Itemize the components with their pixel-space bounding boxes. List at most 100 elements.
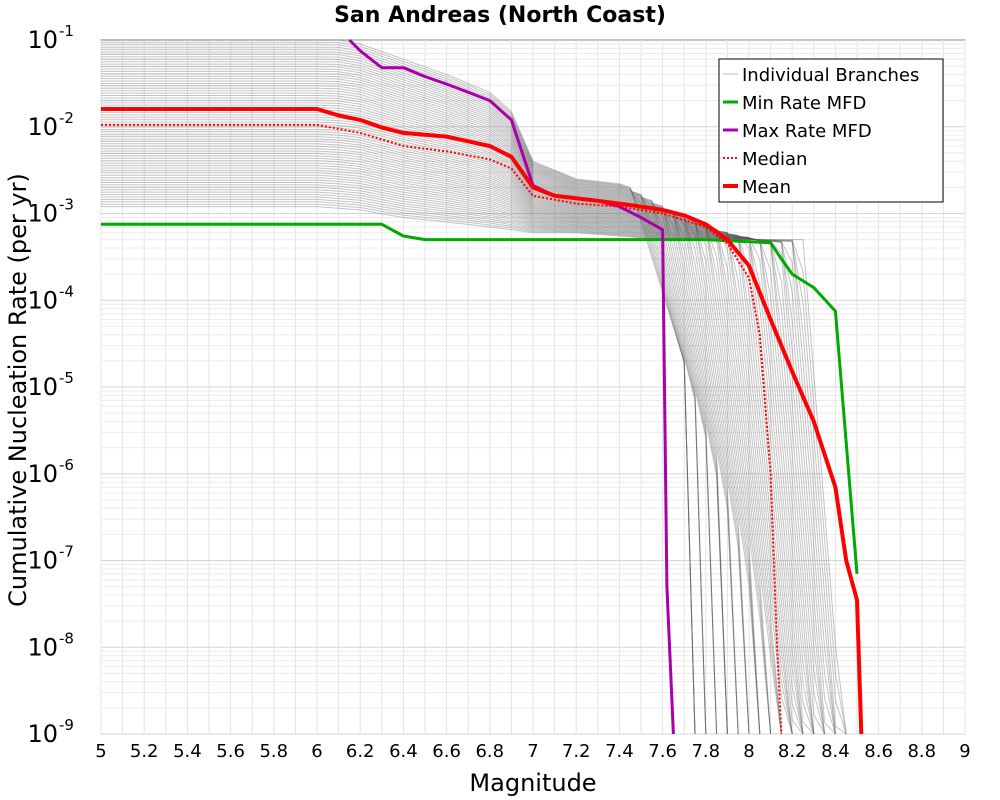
y-tick-exponent: -2 bbox=[59, 109, 74, 127]
branch-curve bbox=[101, 90, 739, 735]
branch-curve bbox=[101, 167, 815, 735]
branch-curve bbox=[101, 189, 836, 735]
branch-curve bbox=[101, 194, 836, 735]
branch-curve bbox=[101, 184, 826, 735]
branch-curve bbox=[101, 196, 836, 735]
x-tick-label: 7.8 bbox=[691, 741, 720, 762]
x-tick-label: 9 bbox=[959, 741, 970, 762]
x-tick-label: 7.4 bbox=[605, 741, 634, 762]
branch-curve bbox=[101, 39, 696, 735]
x-tick-label: 7.6 bbox=[648, 741, 677, 762]
series-mean bbox=[101, 107, 864, 735]
y-tick-base: 10 bbox=[27, 547, 58, 575]
branch-curve bbox=[101, 145, 804, 735]
branch-curve bbox=[101, 87, 739, 735]
x-tick-label: 7 bbox=[527, 741, 538, 762]
branch-curve bbox=[101, 143, 793, 735]
branch-curve bbox=[101, 66, 718, 735]
grid bbox=[100, 40, 966, 735]
branch-curve bbox=[101, 136, 793, 735]
x-tick-label: 5 bbox=[95, 741, 106, 762]
branch-curve bbox=[101, 116, 772, 735]
branch-curve bbox=[101, 83, 739, 735]
legend: Individual Branches Min Rate MFD Max Rate … bbox=[718, 58, 944, 203]
branch-curve bbox=[101, 68, 718, 735]
x-tick-label: 6.2 bbox=[346, 741, 375, 762]
series-min-rate-mfd bbox=[101, 222, 859, 575]
branch-curve bbox=[101, 179, 826, 735]
y-tick-label: 10 -8 bbox=[27, 629, 74, 661]
y-tick-label: 10 -4 bbox=[27, 282, 74, 314]
y-tick-base: 10 bbox=[27, 286, 58, 314]
branch-curve bbox=[101, 162, 815, 735]
y-tick-label: 10 -3 bbox=[27, 196, 74, 228]
branch-curve bbox=[101, 157, 804, 735]
series-max-rate-mfd bbox=[348, 38, 675, 735]
x-tick-label: 6 bbox=[311, 741, 322, 762]
branch-curve bbox=[101, 165, 815, 735]
legend-label: Median bbox=[742, 149, 807, 170]
branch-curve bbox=[101, 186, 836, 735]
branch-curve bbox=[101, 126, 782, 735]
branch-curve bbox=[101, 131, 782, 735]
branch-curve bbox=[101, 51, 707, 735]
x-tick-label: 8.2 bbox=[778, 741, 807, 762]
y-tick-exponent: -1 bbox=[59, 22, 74, 40]
branch-curve bbox=[101, 119, 772, 735]
branch-curve bbox=[101, 177, 826, 735]
legend-label: Max Rate MFD bbox=[742, 121, 872, 142]
y-tick-exponent: -9 bbox=[59, 716, 74, 734]
legend-label: Individual Branches bbox=[742, 65, 919, 86]
y-tick-base: 10 bbox=[27, 460, 58, 488]
branch-curve bbox=[101, 182, 826, 735]
branch-curve bbox=[101, 63, 718, 735]
branch-curve bbox=[101, 174, 826, 735]
series-median bbox=[101, 123, 783, 735]
y-tick-exponent: -4 bbox=[59, 282, 74, 300]
x-tick-label: 5.4 bbox=[173, 741, 202, 762]
legend-label: Mean bbox=[742, 177, 791, 198]
branch-curve bbox=[101, 153, 804, 735]
y-tick-base: 10 bbox=[27, 200, 58, 228]
x-tick-label: 6.6 bbox=[432, 741, 461, 762]
branch-curve bbox=[101, 56, 707, 735]
branch-curve bbox=[101, 78, 728, 735]
y-tick-base: 10 bbox=[27, 720, 58, 748]
x-tick-label: 5.8 bbox=[259, 741, 288, 762]
y-tick-base: 10 bbox=[27, 26, 58, 54]
legend-label: Min Rate MFD bbox=[742, 93, 866, 114]
branch-curve bbox=[101, 138, 793, 735]
chart-title: San Andreas (North Coast) bbox=[334, 3, 666, 28]
y-axis-label: Cumulative Nucleation Rate (per yr) bbox=[4, 173, 32, 607]
branch-curve bbox=[101, 133, 793, 735]
series-lines bbox=[101, 38, 864, 735]
y-tick-base: 10 bbox=[27, 633, 58, 661]
legend-box bbox=[718, 58, 944, 203]
branch-curve bbox=[101, 75, 728, 735]
branch-curve bbox=[101, 54, 707, 735]
y-tick-exponent: -8 bbox=[59, 629, 74, 647]
y-tick-label: 10 -7 bbox=[27, 543, 74, 575]
branch-curve bbox=[101, 169, 815, 735]
x-axis-label: Magnitude bbox=[469, 769, 596, 797]
branch-curve bbox=[101, 70, 728, 735]
branch-curve bbox=[101, 155, 804, 735]
x-tick-label: 6.8 bbox=[475, 741, 504, 762]
branch-curve bbox=[101, 41, 696, 735]
y-tick-label: 10 -9 bbox=[27, 716, 74, 748]
y-tick-label: 10 -2 bbox=[27, 109, 74, 141]
branch-curve bbox=[101, 114, 772, 735]
y-tick-exponent: -6 bbox=[59, 456, 74, 474]
branch-curve bbox=[101, 140, 793, 735]
y-tick-label: 10 -1 bbox=[27, 22, 74, 54]
y-tick-label: 10 -5 bbox=[27, 369, 74, 401]
x-tick-label: 5.6 bbox=[216, 741, 245, 762]
branch-curve bbox=[101, 172, 815, 735]
x-tick-label: 8.8 bbox=[907, 741, 936, 762]
y-tick-labels: 10-110-210-310-410-510-610-710-810-9 bbox=[27, 22, 74, 748]
branch-curve bbox=[101, 191, 836, 735]
y-tick-base: 10 bbox=[27, 373, 58, 401]
x-tick-labels: 5 5.2 5.4 5.6 5.8 6 6.2 6.4 6.6 6.8 7 7.2 7.4 7.6 7.8 8… bbox=[95, 741, 970, 762]
y-tick-exponent: -5 bbox=[59, 369, 74, 387]
